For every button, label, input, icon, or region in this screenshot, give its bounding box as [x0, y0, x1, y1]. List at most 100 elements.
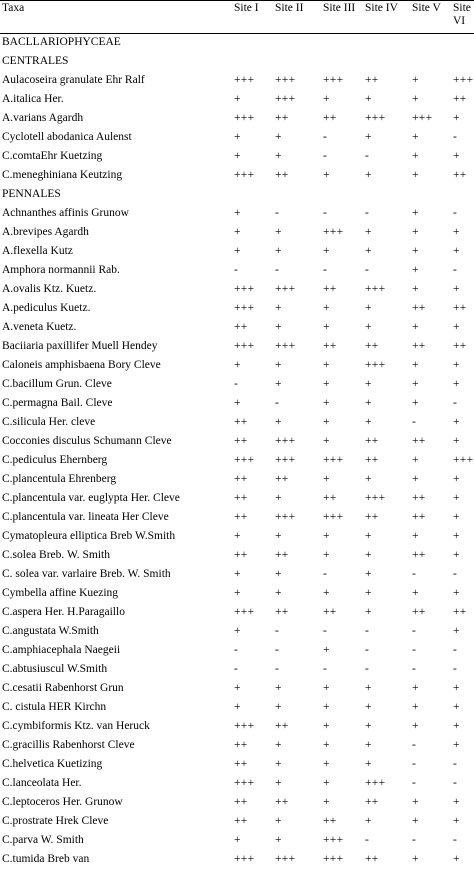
site-2-value: +: [275, 245, 282, 257]
site-3-value: [321, 185, 363, 204]
site-4-value: -: [365, 644, 370, 656]
site-6-value: +: [453, 150, 460, 162]
site-4-value: ++: [365, 435, 379, 447]
site-4-value: [363, 52, 410, 71]
site-1-value: ++: [234, 473, 248, 485]
site-1-value: +++: [234, 853, 255, 865]
site-2-value: +: [275, 416, 282, 428]
site-3-value: -: [323, 131, 328, 143]
site-6-value: +: [453, 701, 460, 713]
taxon-name: C.tumida Breb van: [2, 853, 90, 865]
taxon-name: A.brevipes Agardh: [2, 226, 89, 238]
header-site-1: Site I: [234, 2, 259, 14]
site-4-value: +: [365, 587, 372, 599]
site-6-value: +: [453, 530, 460, 542]
site-3-value: +: [323, 587, 330, 599]
site-1-value: +: [234, 93, 241, 105]
table-row: A.flexella Kutz + + + + + +: [0, 242, 474, 261]
taxon-name: A.varians Agardh: [2, 112, 84, 124]
site-1-value: +: [234, 568, 241, 580]
site-2-value: ++: [275, 796, 289, 808]
table-row: C.solea Breb. W. Smith ++ ++ + + ++ +: [0, 546, 474, 565]
site-3-value: +: [323, 720, 330, 732]
site-6-value: +: [453, 359, 460, 371]
site-3-value: [321, 52, 363, 71]
site-5-value: +: [412, 264, 419, 276]
site-3-value: +: [323, 739, 330, 751]
site-3-value: +++: [323, 74, 344, 86]
site-5-value: ++: [412, 492, 426, 504]
site-5-value: +: [412, 454, 419, 466]
table-row: C. solea var. varlaire Breb. W. Smith + + -…: [0, 565, 474, 584]
taxon-name: Cocconies disculus Schumann Cleve: [2, 435, 172, 447]
site-6-value: ++: [453, 169, 467, 181]
site-1-value: -: [234, 644, 239, 656]
site-3-value: +++: [323, 853, 344, 865]
taxon-name: C.plancentula Ehrenberg: [2, 473, 117, 485]
site-3-value: ++: [323, 340, 337, 352]
site-6-value: ++: [453, 93, 467, 105]
table-row: A.pediculus Kuetz. +++ + + + ++ ++: [0, 299, 474, 318]
taxon-name: C. solea var. varlaire Breb. W. Smith: [2, 568, 171, 580]
site-3-value: +: [323, 359, 330, 371]
site-1-value: +: [234, 397, 241, 409]
site-4-value: ++: [365, 511, 379, 523]
site-6-value: -: [453, 758, 458, 770]
site-6-value: +: [453, 378, 460, 390]
site-5-value: +: [412, 530, 419, 542]
site-1-value: ++: [234, 435, 248, 447]
site-2-value: +++: [275, 853, 296, 865]
site-2-value: +++: [275, 435, 296, 447]
taxon-name: C.permagna Bail. Cleve: [2, 397, 113, 409]
site-3-value: +: [323, 549, 330, 561]
site-5-value: ++: [412, 606, 426, 618]
site-1-value: ++: [234, 321, 248, 333]
table-row: C. cistula HER Kirchn + + + + + +: [0, 698, 474, 717]
site-3-value: +: [323, 378, 330, 390]
table-row: C.silicula Her. cleve ++ + + + - +: [0, 413, 474, 432]
site-1-value: [232, 185, 273, 204]
site-6-value: +++: [453, 454, 474, 466]
table-row: C.gracillis Rabenhorst Cleve ++ + + + - +: [0, 736, 474, 755]
site-5-value: +: [412, 245, 419, 257]
taxon-name: Cyclotell abodanica Aulenst: [2, 131, 132, 143]
site-2-value: +: [275, 150, 282, 162]
site-5-value: -: [412, 416, 417, 428]
site-2-value: +: [275, 682, 282, 694]
site-2-value: ++: [275, 720, 289, 732]
site-1-value: +: [234, 245, 241, 257]
taxon-name: C.meneghiniana Keutzing: [2, 169, 123, 181]
site-5-value: -: [412, 834, 417, 846]
site-4-value: [363, 33, 410, 52]
site-5-value: +: [412, 378, 419, 390]
site-4-value: -: [365, 264, 370, 276]
site-3-value: +++: [323, 834, 344, 846]
site-4-value: -: [365, 625, 370, 637]
site-6-value: -: [453, 568, 458, 580]
site-5-value: ++: [412, 302, 426, 314]
site-5-value: +: [412, 207, 419, 219]
taxon-name: PENNALES: [2, 188, 61, 200]
site-1-value: +: [234, 226, 241, 238]
site-2-value: -: [275, 264, 280, 276]
site-3-value: +: [323, 530, 330, 542]
table-row: C.plancentula var. euglypta Her. Cleve ++…: [0, 489, 474, 508]
site-3-value: +: [323, 435, 330, 447]
site-1-value: +++: [234, 283, 255, 295]
site-1-value: +: [234, 701, 241, 713]
table-row: A.veneta Kuetz. ++ + + + + +: [0, 318, 474, 337]
site-1-value: +++: [234, 720, 255, 732]
site-3-value: +: [323, 758, 330, 770]
site-4-value: +: [365, 169, 372, 181]
site-1-value: +: [234, 587, 241, 599]
site-3-value: +: [323, 245, 330, 257]
site-1-value: -: [234, 663, 239, 675]
site-1-value: +++: [234, 606, 255, 618]
site-4-value: +: [365, 701, 372, 713]
header-site-2: Site II: [275, 2, 304, 14]
taxon-name: C.plancentula var. euglypta Her. Cleve: [2, 492, 180, 504]
site-1-value: ++: [234, 758, 248, 770]
site-5-value: +: [412, 397, 419, 409]
site-3-value: +: [323, 682, 330, 694]
table-row: Cymatopleura elliptica Breb W.Smith + + + + +…: [0, 527, 474, 546]
